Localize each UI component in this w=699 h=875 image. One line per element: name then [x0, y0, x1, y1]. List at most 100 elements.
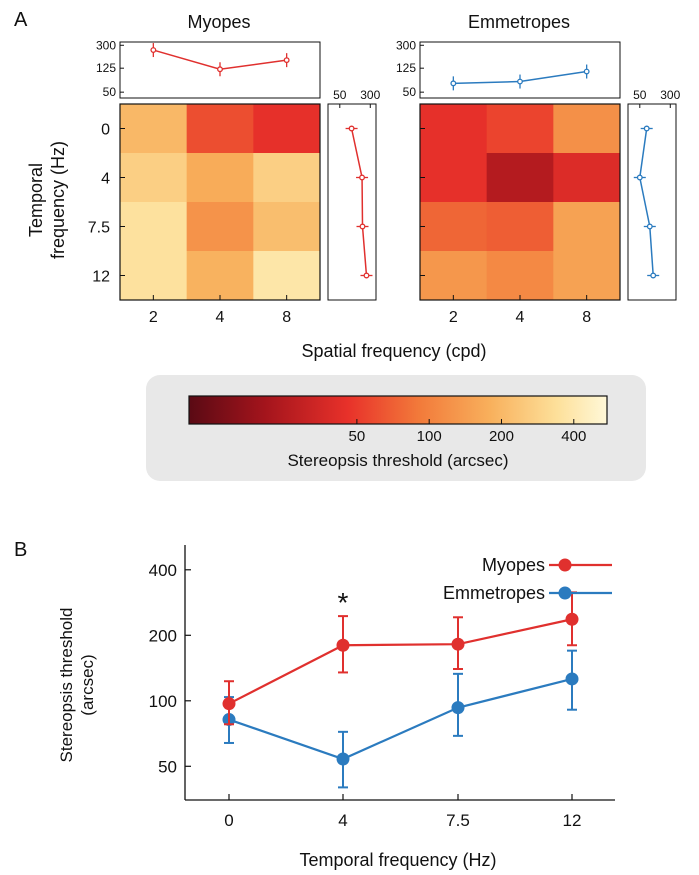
myopes-heatmap-cell: [120, 104, 188, 154]
myopes-heatmap-cell: [186, 153, 254, 203]
myopes-heatmap-cell: [253, 104, 321, 154]
colorbar-tick-label: 100: [417, 428, 442, 445]
myopes-side-marginal-point: [359, 223, 366, 230]
panel-b-point-myopes: [451, 637, 465, 651]
emmetropes-heatmap-cell: [553, 251, 621, 301]
emmetropes-side-marginal-frame: [627, 103, 677, 301]
heatmap-ylabel-line2: frequency (Hz): [48, 141, 68, 259]
emmetropes-heatmap-cell: [553, 153, 621, 203]
myopes-heatmap-cell: [253, 153, 321, 203]
myopes-y-tick-label: 12: [92, 269, 110, 286]
colorbar-ticks: 50 100 200 400: [349, 419, 586, 445]
panel-b-x-tick-label: 7.5: [446, 811, 470, 830]
legend-marker-emmetropes: [558, 586, 572, 600]
myopes-heatmap-cell: [186, 104, 254, 154]
myopes-top-marginal-point: [150, 47, 157, 53]
emmetropes-side-marginal-line: [639, 128, 654, 276]
colorbar-background: [146, 375, 646, 481]
myopes-top-marginal-tick-label: 300: [96, 38, 116, 52]
myopes-x-tick-label: 8: [282, 309, 291, 326]
panel-b-line-emmetropes: [228, 677, 573, 761]
myopes-heatmap-cell: [186, 251, 254, 301]
emmetropes-top-marginal-point: [583, 68, 590, 75]
emmetropes-heatmap-cell: [486, 202, 554, 252]
colorbar-label: Stereopsis threshold (arcsec): [287, 451, 508, 470]
emmetropes-heatmap-cell: [553, 104, 621, 154]
emmetropes-x-tick-label: 8: [582, 309, 591, 326]
panel-b-point-emmetropes: [451, 701, 465, 715]
emmetropes-top-marginal-tick-label: 50: [403, 85, 417, 99]
panel-b-ylabel-line1: Stereopsis threshold: [57, 608, 76, 763]
panel-b-point-emmetropes: [565, 672, 579, 686]
colorbar-gradient: [188, 395, 608, 425]
emmetropes-top-marginal-frame: [419, 41, 621, 99]
emmetropes-side-marginal-point: [646, 223, 653, 230]
emmetropes-side-marginal-tick-label: 50: [633, 88, 647, 102]
panel-b-plot: 50 100 200 400 0 4 7.5 12: [149, 545, 615, 830]
myopes-top-marginal-tick-label: 125: [96, 61, 116, 75]
myopes-heatmap-cell: [120, 153, 188, 203]
heatmap-group: 2 4 8 0 4 7.5 12 300 125 50 50 300 2 4 8 300 125 50 50 300: [88, 38, 681, 326]
emmetropes-heatmap-cell: [486, 153, 554, 203]
panel-b-y-tick-label: 100: [149, 692, 177, 711]
panel-b-x-tick-label: 4: [338, 811, 347, 830]
emmetropes-heatmap-cell: [553, 202, 621, 252]
emmetropes-side-marginal-tick-label: 300: [660, 88, 680, 102]
myopes-title: Myopes: [187, 12, 250, 32]
emmetropes-side-marginal-point: [643, 125, 650, 132]
myopes-side-marginal-tick-label: 300: [360, 88, 380, 102]
myopes-side-marginal-frame: [327, 103, 377, 301]
emmetropes-x-tick-label: 4: [516, 309, 525, 326]
emmetropes-top-marginal-point: [517, 78, 523, 85]
panel-b-point-myopes: [222, 697, 236, 711]
panel-label-b: B: [14, 539, 27, 561]
emmetropes-heatmap-cell: [486, 104, 554, 154]
myopes-heatmap-cell: [120, 202, 188, 252]
myopes-side-marginal-point: [348, 125, 355, 132]
myopes-heatmap-cell: [253, 202, 321, 252]
significance-star: *: [338, 587, 349, 618]
myopes-side-marginal-tick-label: 50: [333, 88, 347, 102]
legend-marker-myopes: [558, 558, 572, 572]
emmetropes-side-marginal-point: [650, 272, 657, 279]
emmetropes-top-marginal-point: [450, 80, 457, 87]
myopes-top-marginal-tick-label: 50: [103, 85, 117, 99]
myopes-heatmap-cell: [253, 251, 321, 301]
myopes-y-tick-label: 0: [101, 122, 110, 139]
emmetropes-heatmap-cell: [420, 251, 488, 301]
panel-b-line-myopes: [228, 618, 573, 705]
emmetropes-side-marginal-point: [636, 174, 643, 181]
emmetropes-heatmap-cell: [486, 251, 554, 301]
emmetropes-top-marginal-tick-label: 125: [396, 61, 416, 75]
emmetropes-title: Emmetropes: [468, 12, 570, 32]
colorbar-tick-label: 50: [349, 428, 366, 445]
panel-b-legend: Myopes Emmetropes: [443, 555, 612, 603]
legend-label-emmetropes: Emmetropes: [443, 583, 545, 603]
heatmap-ylabel-line1: Temporal: [26, 163, 46, 237]
myopes-y-tick-label: 7.5: [88, 220, 110, 237]
colorbar-tick-label: 200: [489, 428, 514, 445]
myopes-side-marginal-point: [359, 174, 366, 181]
emmetropes-x-tick-label: 2: [449, 309, 458, 326]
panel-b-x-tick-label: 12: [563, 811, 582, 830]
myopes-x-tick-label: 4: [216, 309, 225, 326]
panel-b-y-tick-label: 200: [149, 626, 177, 645]
panel-b-y-tick-label: 400: [149, 561, 177, 580]
panel-b-point-myopes: [336, 638, 350, 652]
panel-b-point-myopes: [565, 612, 579, 626]
myopes-heatmap-cell: [186, 202, 254, 252]
myopes-top-marginal-point: [217, 66, 223, 73]
emmetropes-top-marginal-tick-label: 300: [396, 38, 416, 52]
panel-b-x-tick-label: 0: [224, 811, 233, 830]
emmetropes-heatmap-cell: [420, 104, 488, 154]
heatmap-xlabel: Spatial frequency (cpd): [301, 341, 486, 361]
myopes-heatmap-cell: [120, 251, 188, 301]
colorbar-tick-label: 400: [561, 428, 586, 445]
legend-label-myopes: Myopes: [482, 555, 545, 575]
myopes-side-marginal-line: [350, 128, 368, 276]
panel-b-ylabel-line2: (arcsec): [78, 654, 97, 715]
myopes-x-tick-label: 2: [149, 309, 158, 326]
panel-b-xlabel: Temporal frequency (Hz): [299, 850, 496, 870]
panel-b-y-tick-label: 50: [158, 757, 177, 776]
